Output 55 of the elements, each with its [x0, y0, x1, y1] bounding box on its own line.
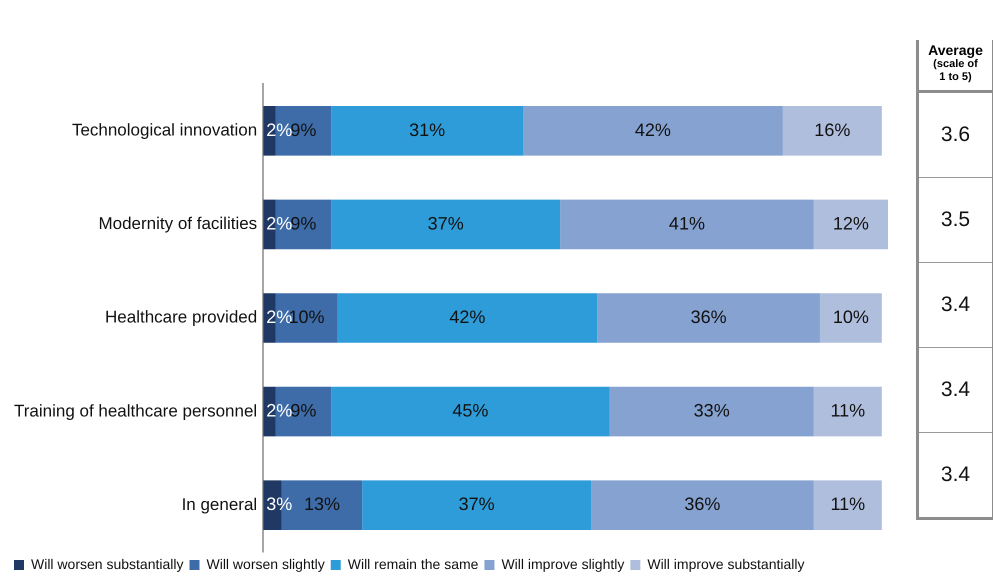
bar — [331, 386, 610, 436]
data-label: 16% — [814, 120, 850, 140]
bar — [610, 386, 814, 436]
bar — [591, 480, 814, 530]
legend-label: Will improve substantially — [647, 556, 805, 572]
data-label: 37% — [428, 213, 464, 234]
data-label: 11% — [830, 494, 866, 514]
data-label: 9% — [290, 213, 316, 234]
text: 3.6 — [919, 93, 992, 178]
legend-label: Will worsen substantially — [31, 556, 184, 572]
y-tick-label: In general — [182, 494, 258, 514]
data-label: 42% — [634, 120, 671, 140]
legend-label: Will worsen slightly — [206, 556, 325, 572]
bar — [782, 106, 882, 156]
text: 3.4 — [919, 348, 992, 433]
bar — [523, 106, 783, 156]
text: (scale of 1 to 5) — [932, 58, 979, 84]
data-label: 37% — [458, 494, 495, 514]
data-label: 33% — [694, 400, 730, 421]
legend-label: Will remain the same — [348, 556, 479, 572]
bar — [814, 480, 882, 530]
data-label: 12% — [832, 213, 869, 234]
data-label: 45% — [452, 400, 488, 421]
data-label: 41% — [668, 213, 705, 234]
bar — [820, 293, 882, 343]
text: 3.4 — [940, 462, 972, 488]
data-label: 13% — [304, 494, 340, 514]
y-tick-label: Training of healthcare personnel — [14, 401, 258, 420]
bar — [362, 480, 592, 530]
data-label: 9% — [290, 120, 316, 140]
data-label: 11% — [830, 400, 866, 421]
data-label: 36% — [690, 306, 727, 327]
bar — [331, 200, 560, 250]
text: 3.5 — [919, 178, 992, 263]
bar — [560, 200, 814, 250]
bar — [331, 106, 524, 156]
data-label: 10% — [832, 306, 869, 327]
data-label: 2% — [266, 400, 292, 421]
data-label: 3% — [266, 494, 292, 514]
bar — [814, 386, 882, 436]
bar — [814, 200, 888, 250]
y-tick-label: Technological innovation — [72, 120, 258, 140]
data-label: 2% — [266, 213, 292, 234]
data-label: 9% — [290, 400, 316, 421]
legend-label: Will improve slightly — [501, 556, 624, 572]
bar — [337, 293, 598, 343]
data-label: 42% — [449, 306, 486, 327]
data-label: 31% — [409, 120, 446, 140]
y-tick-label: Modernity of facilities — [98, 214, 258, 234]
data-label: 36% — [684, 494, 720, 514]
text: 3.4 — [919, 263, 992, 348]
y-tick-label: Healthcare provided — [105, 308, 258, 327]
data-label: 2% — [266, 120, 292, 140]
bar — [597, 293, 820, 343]
text: Average — [927, 41, 984, 58]
